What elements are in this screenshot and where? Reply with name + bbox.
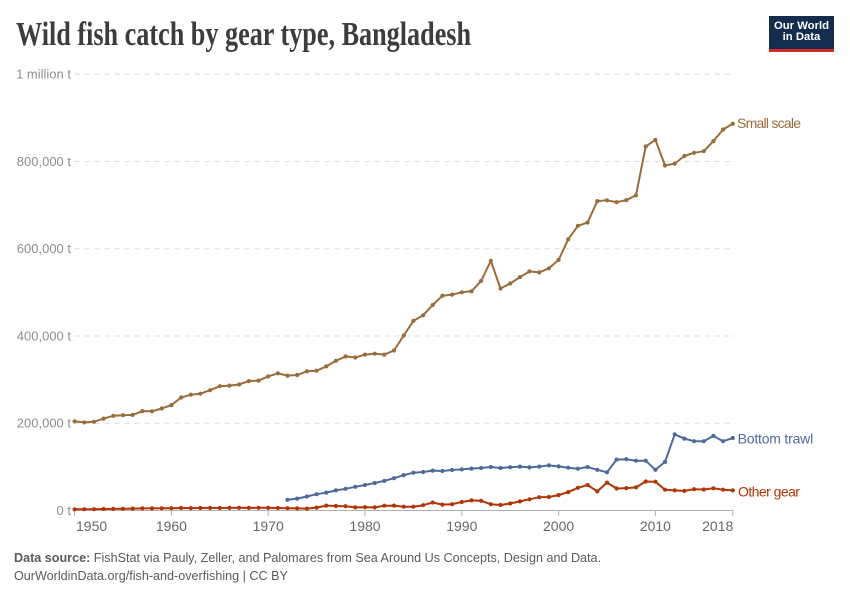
svg-text:1980: 1980	[349, 518, 380, 534]
svg-text:Other gear: Other gear	[738, 484, 800, 500]
svg-text:2018: 2018	[702, 518, 733, 534]
svg-text:1990: 1990	[446, 518, 477, 534]
svg-text:200,000 t: 200,000 t	[17, 416, 72, 431]
svg-text:1970: 1970	[253, 518, 284, 534]
svg-text:600,000 t: 600,000 t	[17, 241, 72, 256]
svg-text:Small scale: Small scale	[737, 115, 801, 131]
svg-text:1960: 1960	[156, 518, 187, 534]
svg-text:1 million t: 1 million t	[16, 67, 71, 82]
svg-text:Bottom trawl: Bottom trawl	[738, 431, 813, 447]
svg-text:1950: 1950	[76, 518, 107, 534]
svg-text:2000: 2000	[543, 518, 574, 534]
svg-text:0 t: 0 t	[57, 503, 72, 518]
svg-text:400,000 t: 400,000 t	[17, 328, 72, 343]
svg-text:800,000 t: 800,000 t	[17, 154, 72, 169]
svg-text:2010: 2010	[640, 518, 671, 534]
